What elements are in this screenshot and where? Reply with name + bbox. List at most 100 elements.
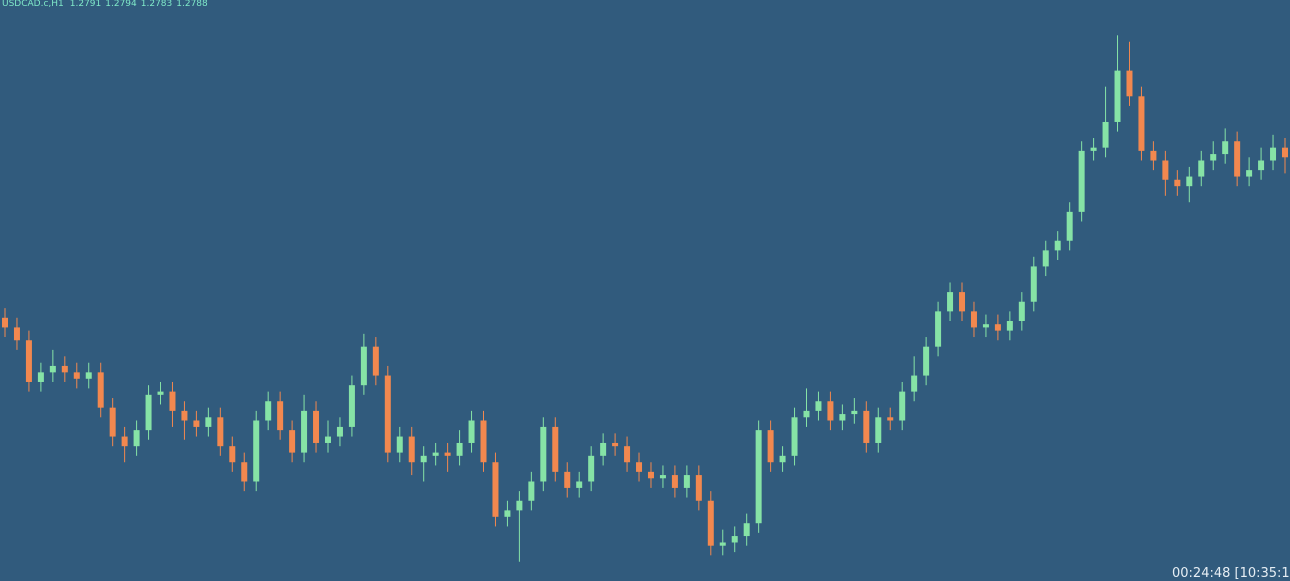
last-close: 1.2788 xyxy=(176,0,208,9)
candle-body xyxy=(707,500,714,546)
candle-body xyxy=(683,475,690,488)
candle-body xyxy=(2,317,8,328)
candle-body xyxy=(911,375,918,392)
candle-body xyxy=(277,401,284,431)
candle-body xyxy=(767,430,774,463)
candle-body xyxy=(1270,147,1277,161)
candle-body xyxy=(779,455,786,463)
candle-body xyxy=(217,417,224,447)
candle-body xyxy=(1090,147,1097,151)
candle-body xyxy=(13,327,20,341)
candle-body xyxy=(982,324,989,328)
candle-body xyxy=(659,475,666,479)
candle-body xyxy=(85,372,92,379)
candle-body xyxy=(564,471,571,488)
candle-body xyxy=(576,481,583,488)
candle-body xyxy=(1066,211,1073,241)
candle-body xyxy=(1234,141,1241,177)
candle-body xyxy=(121,436,128,447)
candle-body xyxy=(671,475,678,488)
candle-body xyxy=(528,481,535,501)
candle-body xyxy=(157,391,164,395)
candle-body xyxy=(1210,154,1217,161)
symbol: USDCAD.c,H1 xyxy=(2,0,64,9)
candle-body xyxy=(384,375,391,453)
candle-body xyxy=(480,420,487,463)
candle-body xyxy=(289,430,296,453)
candle-body xyxy=(37,372,44,382)
candle-body xyxy=(25,340,32,382)
candle-body xyxy=(970,311,977,328)
candle-body xyxy=(1078,150,1085,212)
candle-body xyxy=(839,414,846,421)
candle-body xyxy=(1150,150,1157,161)
candle-body xyxy=(145,394,152,431)
candle-body xyxy=(372,346,379,376)
candle-body xyxy=(97,372,104,408)
candle-body xyxy=(504,510,511,517)
candle-body xyxy=(265,401,272,421)
last-low: 1.2783 xyxy=(141,0,173,9)
candle-body xyxy=(360,346,367,386)
candle-body xyxy=(624,446,631,463)
candle-body xyxy=(935,311,942,347)
timer: 00:24:48 [10:35:1 xyxy=(1172,566,1290,581)
candle-body xyxy=(851,410,858,415)
candle-body xyxy=(516,500,523,511)
plot xyxy=(2,35,1288,562)
candle-body xyxy=(313,410,320,443)
candle-body xyxy=(1162,160,1169,180)
candle-body xyxy=(109,407,116,437)
candle-body xyxy=(815,401,822,411)
candle-body xyxy=(588,455,595,482)
candle-body xyxy=(899,391,906,421)
candle-body xyxy=(205,417,212,427)
chart-header: USDCAD.c,H1 1.2791 1.2794 1.2783 1.2788 xyxy=(2,0,208,9)
candle-body xyxy=(1186,176,1193,187)
candle-body xyxy=(731,536,738,543)
candle-body xyxy=(492,462,499,517)
candle-body xyxy=(1102,121,1109,148)
candle-body xyxy=(1126,70,1133,97)
candle-body xyxy=(1174,179,1181,187)
candle-body xyxy=(887,417,894,421)
candle-body xyxy=(552,426,559,472)
candle-body xyxy=(1018,301,1025,321)
candle-body xyxy=(468,420,475,443)
candle-body xyxy=(396,436,403,453)
candle-body xyxy=(803,410,810,418)
candle-body xyxy=(1054,240,1061,251)
candle-body xyxy=(420,455,427,463)
candle-body xyxy=(193,420,200,427)
candle-body xyxy=(324,436,331,443)
candle-body xyxy=(348,385,355,427)
candle-body xyxy=(875,417,882,443)
last-high: 1.2794 xyxy=(105,0,137,9)
candle-body xyxy=(863,410,870,443)
candle-body xyxy=(1222,141,1229,155)
candle-body xyxy=(73,372,80,379)
candle-body xyxy=(1042,250,1049,267)
candle-body xyxy=(923,346,930,376)
candle-body xyxy=(169,391,176,411)
candle-body xyxy=(444,452,451,456)
candle-body xyxy=(1282,147,1288,158)
candle-body xyxy=(336,426,343,437)
last-open: 1.2791 xyxy=(70,0,102,9)
candle-body xyxy=(743,523,750,537)
candle-body xyxy=(719,542,726,546)
candle-body xyxy=(1006,320,1013,331)
candle-body xyxy=(408,436,415,463)
candle-body xyxy=(456,442,463,456)
candle-body xyxy=(1198,160,1205,177)
candle-body xyxy=(695,475,702,501)
candle-body xyxy=(1138,96,1145,151)
candle-body xyxy=(600,442,607,456)
candle-body xyxy=(647,471,654,479)
candle-body xyxy=(959,292,966,312)
candle-body xyxy=(49,365,56,373)
candle-body xyxy=(301,410,308,453)
candle-body xyxy=(947,292,954,312)
